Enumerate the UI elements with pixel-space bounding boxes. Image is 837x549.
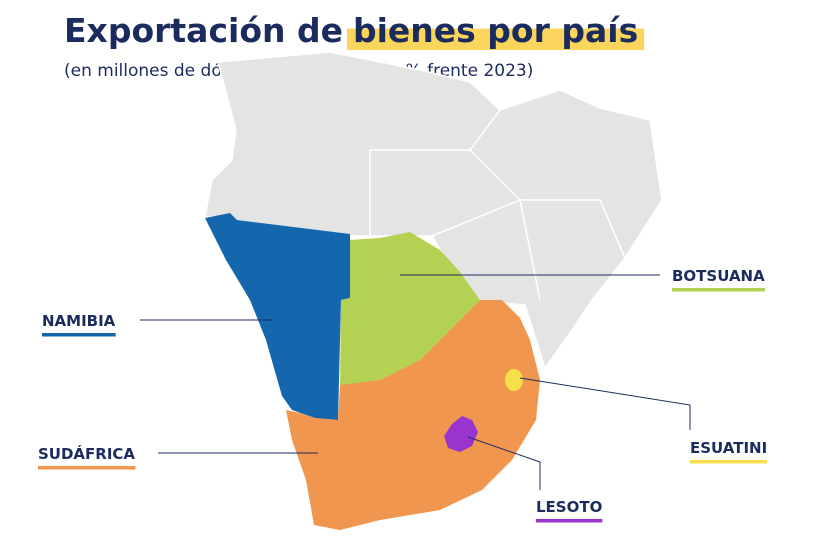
label-underline [42,333,116,337]
country-label: ESUATINI [690,439,767,457]
country-label: NAMIBIA [42,312,116,330]
title-highlight-text: bienes por país [353,11,638,50]
leader-line [467,436,541,490]
country-label: LESOTO [536,498,602,516]
botswana [340,232,480,385]
country-label: SUDÁFRICA [38,444,135,463]
africa-background [204,51,663,370]
lesotho [444,416,478,452]
title-highlight [346,28,645,50]
country-label: BOTSUANA [672,267,765,285]
namibia [205,213,350,420]
label-underline [690,460,768,464]
south-africa [286,300,540,530]
leaders [140,274,691,490]
label-underline [536,519,603,523]
label-underline [672,288,766,292]
title: Exportación de [64,11,343,50]
label-underline [38,466,136,470]
border [369,109,501,236]
border [431,198,541,301]
esuatini [505,369,523,391]
map [204,51,663,530]
leader-line [519,377,691,430]
border [469,149,626,259]
